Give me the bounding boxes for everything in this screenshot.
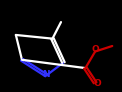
Text: O: O — [93, 79, 101, 88]
Text: O: O — [92, 45, 100, 54]
Text: N: N — [43, 70, 50, 79]
